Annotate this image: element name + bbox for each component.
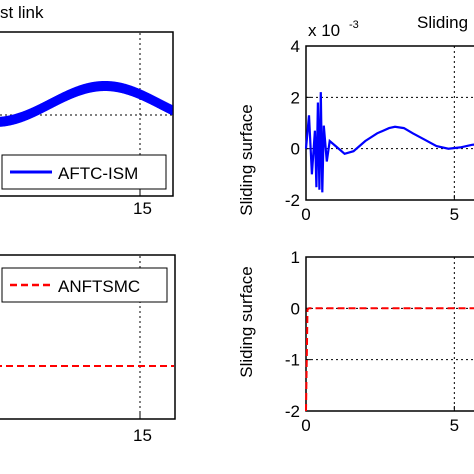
tick-label-y-top-1: 2 [291, 88, 300, 107]
ticks-top-right: 420-20 5 [285, 37, 459, 224]
y-multiplier: x 10 [308, 21, 340, 40]
tick-label-y-top-3: -2 [285, 191, 300, 210]
legend-top-left: AFTC-ISM [1, 154, 167, 190]
tick-label-x-15: 15 [133, 199, 152, 218]
legend-bottom-left: ANFTSMC [1, 267, 168, 303]
panel-bottom-right: Sliding surface 10-1-20 5 [237, 248, 474, 435]
tick-label-y-bottom-1: 0 [291, 299, 300, 318]
tick-label-x-15-bottom: 15 [133, 426, 152, 445]
y-axis-label-top-right: Sliding surface [237, 104, 256, 216]
axes-top-right [305, 45, 474, 201]
tick-label-y-bottom-0: 1 [291, 248, 300, 267]
series-sliding-surface-red [305, 307, 474, 412]
panel-top-left: st link 15 AFTC-ISM [0, 3, 174, 218]
grid-top-right [306, 46, 474, 200]
tick-label-y-top-2: 0 [291, 140, 300, 159]
tick-label-y-bottom-2: -1 [285, 351, 300, 370]
tick-label-x-bottom-1: 5 [450, 416, 459, 435]
axes-bottom-left [0, 254, 176, 420]
legend-box-anftsmc [1, 267, 168, 303]
ticks-bottom-right: 10-1-20 5 [285, 248, 459, 435]
series-aftc-ism-line [0, 80, 173, 127]
y-exponent: -3 [349, 19, 359, 31]
axes-bottom-right [305, 256, 474, 412]
legend-label-aftc-ism: AFTC-ISM [58, 164, 138, 183]
y-axis-label-bottom-right: Sliding surface [237, 266, 256, 378]
panel-title-top-right: Sliding [417, 13, 468, 32]
panel-top-right: Sliding x 10 -3 Sliding surface 420-20 5 [237, 13, 474, 224]
tick-label-y-bottom-3: -2 [285, 402, 300, 421]
panel-title-top-left: st link [0, 3, 44, 22]
legend-label-anftsmc: ANFTSMC [58, 277, 140, 296]
tick-label-x-bottom-0: 0 [301, 416, 310, 435]
tick-label-y-top-0: 4 [291, 37, 300, 56]
axes-top-left [0, 31, 174, 197]
grid-bottom-right [306, 257, 474, 411]
series-sliding-surface-blue [304, 92, 474, 193]
panel-bottom-left: 15 ANFTSMC [0, 254, 176, 445]
tick-label-x-top-0: 0 [301, 205, 310, 224]
tick-label-x-top-1: 5 [450, 205, 459, 224]
